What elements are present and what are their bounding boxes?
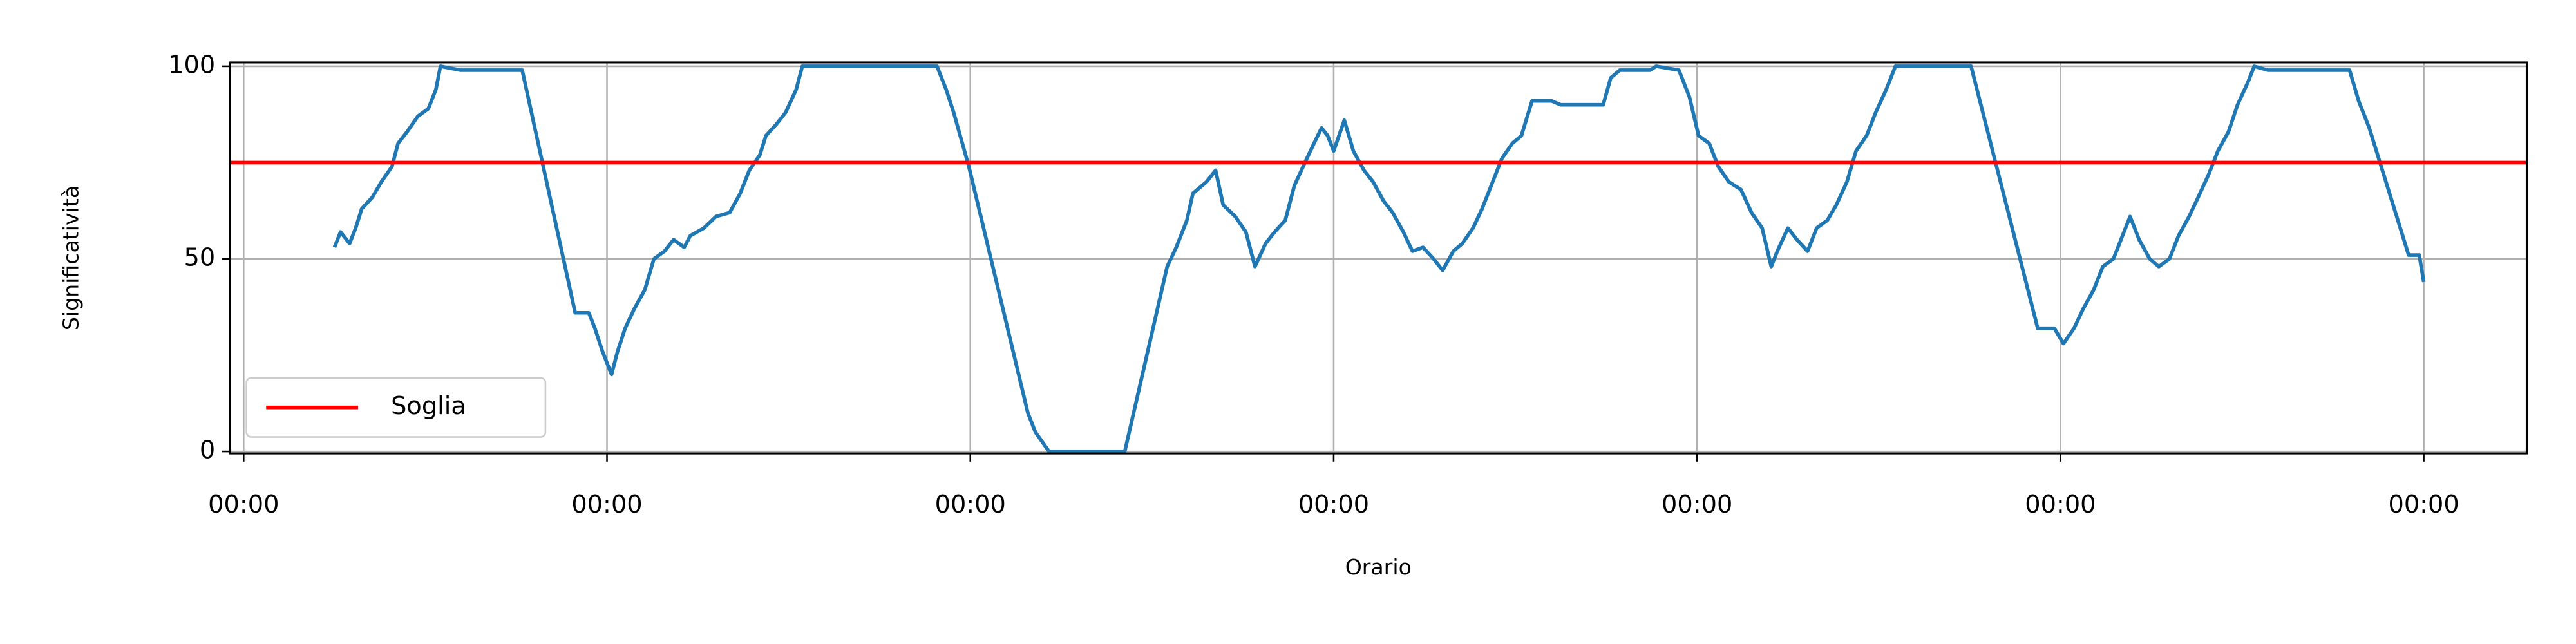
x-tick-label: 00:00 — [1662, 490, 1732, 519]
x-axis-label: Orario — [1345, 554, 1412, 580]
series-line — [332, 64, 2426, 453]
y-tick-label: 50 — [184, 243, 216, 272]
y-tick-label: 0 — [200, 436, 215, 465]
y-tick-label: 100 — [168, 50, 215, 79]
legend-box — [245, 377, 547, 438]
x-tick-label: 00:00 — [208, 490, 279, 519]
x-tick-label: 00:00 — [2388, 490, 2459, 519]
x-tick-label: 00:00 — [2025, 490, 2096, 519]
y-axis-label: Significatività — [59, 185, 84, 330]
legend-label: Soglia — [391, 392, 466, 421]
x-tick-label: 00:00 — [1298, 490, 1369, 519]
x-tick-label: 00:00 — [571, 490, 642, 519]
x-tick-label: 00:00 — [935, 490, 1006, 519]
plot-frame — [229, 61, 2528, 455]
